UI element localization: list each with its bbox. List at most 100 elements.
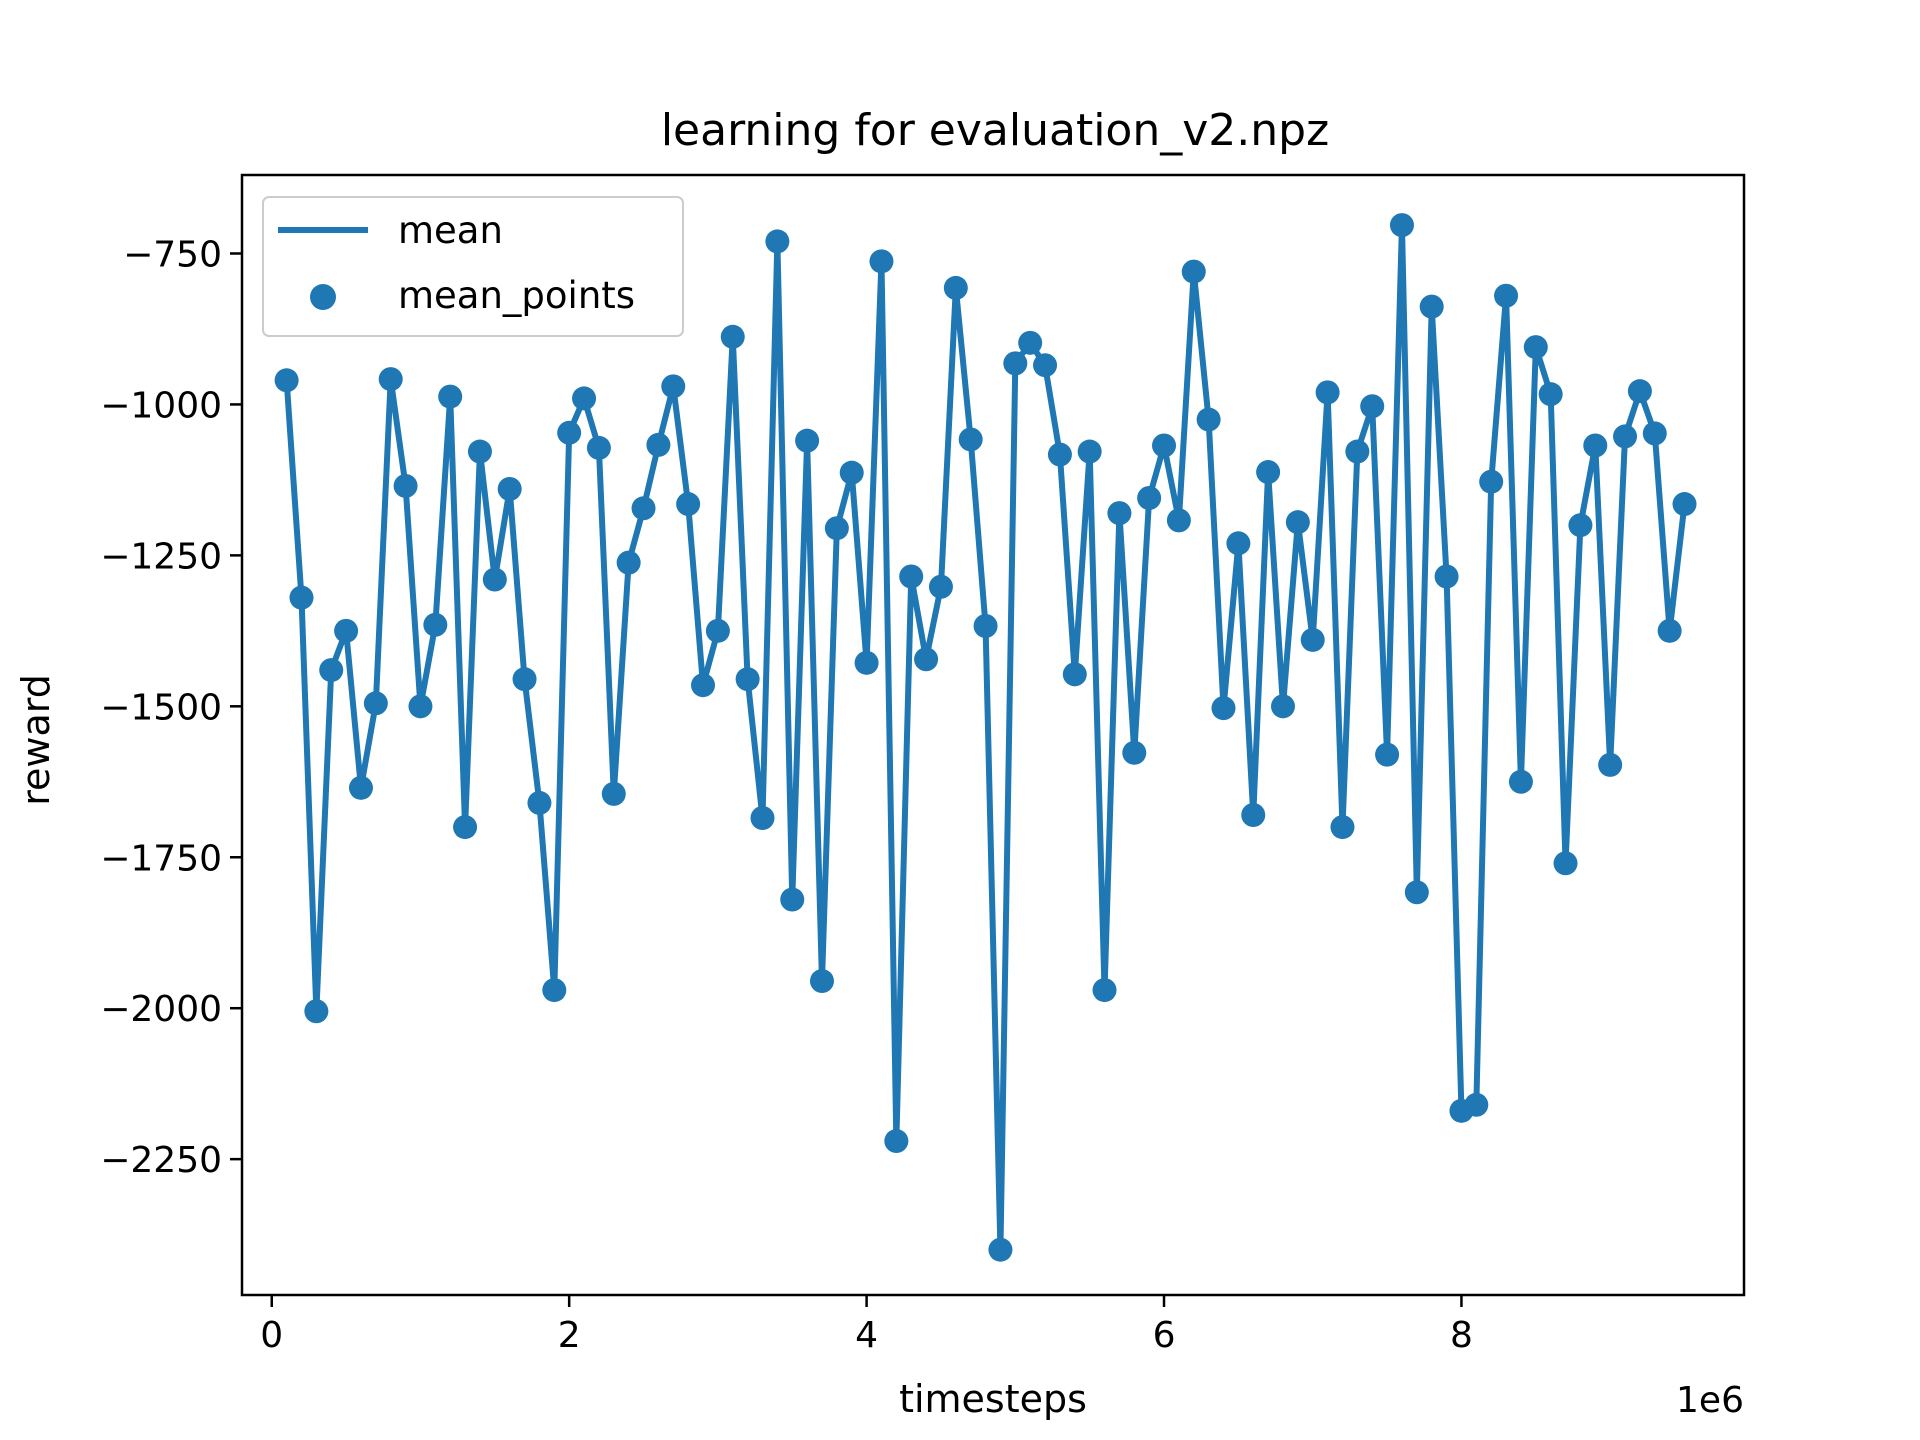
data-point [1598, 752, 1623, 777]
plot-area [240, 173, 1746, 1297]
x-tick-label: 2 [558, 1315, 581, 1356]
data-point [780, 887, 805, 912]
legend-label-mean: mean [398, 209, 503, 252]
data-point [334, 618, 359, 643]
data-point [958, 427, 983, 452]
data-point [1568, 513, 1593, 538]
y-tick-label: −1500 [100, 687, 222, 728]
data-point [378, 367, 403, 392]
chart-title: learning for evaluation_v2.npz [661, 105, 1329, 156]
data-point [854, 650, 879, 675]
data-point [973, 614, 998, 639]
data-point [274, 368, 299, 393]
data-point [1360, 394, 1385, 419]
data-point [661, 374, 686, 399]
data-point [928, 574, 953, 599]
data-point [735, 667, 760, 692]
data-point [1033, 353, 1058, 378]
data-point [1613, 424, 1638, 449]
y-axis: −750 −1000 −1250 −1500 −1750 −2000 −2250 [100, 234, 242, 1181]
data-point [1137, 486, 1162, 511]
data-point [423, 612, 448, 637]
data-point [1211, 696, 1236, 721]
data-point [1508, 769, 1533, 794]
data-point [1196, 407, 1221, 432]
data-point [631, 496, 656, 521]
x-axis-offset-text: 1e6 [1676, 1380, 1744, 1421]
data-point [1166, 508, 1191, 533]
data-point [482, 567, 507, 592]
legend: mean mean_points [262, 196, 684, 337]
data-point [319, 658, 344, 683]
data-point [1077, 439, 1102, 464]
data-point [1256, 460, 1281, 485]
data-point [1047, 442, 1072, 467]
data-point [824, 516, 849, 541]
data-point [1285, 510, 1310, 535]
legend-label-mean-points: mean_points [398, 274, 635, 317]
data-point [542, 978, 567, 1003]
x-tick-label: 0 [260, 1315, 283, 1356]
data-point [899, 564, 924, 589]
data-point [1523, 335, 1548, 360]
x-axis: 0 2 4 6 8 [260, 1295, 1473, 1356]
data-point [1092, 978, 1117, 1003]
x-tick-label: 6 [1153, 1315, 1176, 1356]
data-point [1018, 330, 1043, 355]
data-point [765, 229, 790, 254]
data-point [691, 673, 716, 698]
data-point [1107, 501, 1132, 526]
data-point [1330, 815, 1355, 840]
data-point [943, 275, 968, 300]
data-point [1003, 351, 1028, 376]
plot-frame [240, 173, 1746, 1297]
y-tick-label: −2250 [100, 1140, 222, 1181]
data-point [869, 249, 894, 274]
data-point [467, 439, 492, 464]
x-tick-label: 4 [855, 1315, 878, 1356]
x-axis-label: timesteps [899, 1377, 1087, 1421]
data-point [497, 476, 522, 501]
data-point [1226, 531, 1251, 556]
data-point [1553, 851, 1578, 876]
data-point [289, 585, 314, 610]
legend-dot-swatch [310, 284, 336, 310]
data-point [1152, 433, 1177, 458]
data-point [1657, 618, 1682, 643]
data-point [616, 550, 641, 575]
data-point [453, 815, 478, 840]
y-tick-label: −1750 [100, 838, 222, 879]
data-point [720, 324, 745, 349]
data-point [512, 667, 537, 692]
data-point [884, 1129, 909, 1154]
data-point [438, 384, 463, 409]
y-tick-label: −2000 [100, 989, 222, 1030]
data-point [1434, 564, 1459, 589]
data-point [304, 999, 329, 1024]
data-point [1181, 259, 1206, 284]
data-point [527, 790, 552, 815]
data-point [705, 618, 730, 643]
y-axis-label: reward [14, 674, 58, 806]
data-point [1270, 694, 1295, 719]
data-point [646, 432, 671, 457]
data-point [809, 969, 834, 994]
data-point [914, 647, 939, 672]
data-point [393, 473, 418, 498]
data-point [557, 420, 582, 445]
data-point [1642, 421, 1667, 446]
data-point [1672, 492, 1697, 517]
data-point [1389, 213, 1414, 238]
data-point [1538, 382, 1563, 407]
data-point [1345, 439, 1370, 464]
data-point [1241, 803, 1266, 827]
y-tick-label: −1250 [100, 536, 222, 577]
data-point [1419, 294, 1444, 319]
data-point [1375, 742, 1400, 767]
data-point [1315, 380, 1340, 405]
series-layer [274, 213, 1697, 1262]
data-point [1404, 880, 1429, 905]
y-tick-label: −1000 [100, 385, 222, 426]
data-point [1464, 1092, 1489, 1117]
data-point [750, 806, 775, 831]
